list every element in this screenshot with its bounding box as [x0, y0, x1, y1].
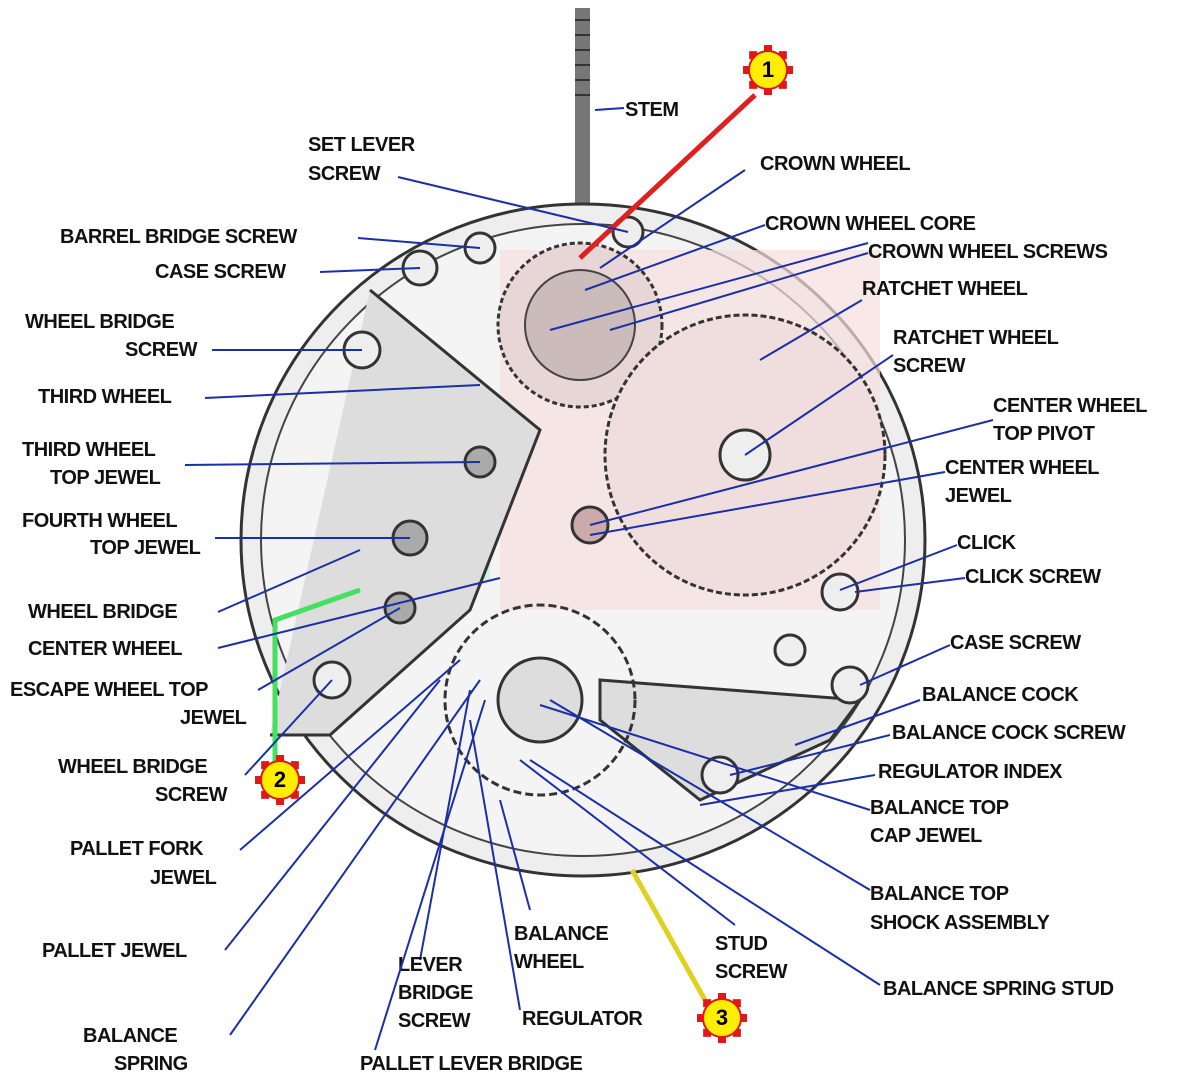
- part-label: THIRD WHEEL: [38, 386, 172, 408]
- part-label: RATCHET WHEEL: [893, 327, 1059, 349]
- part-label: PALLET LEVER BRIDGE: [360, 1053, 583, 1074]
- part-label: BALANCE COCK: [922, 684, 1079, 706]
- marker-label: 3: [716, 1005, 728, 1030]
- stem: [575, 8, 590, 208]
- part-label: SCREW: [893, 355, 966, 377]
- part-label: SHOCK ASSEMBLY: [870, 912, 1050, 934]
- part-label: JEWEL: [150, 867, 217, 889]
- part-label: JEWEL: [945, 485, 1012, 507]
- part-label: RATCHET WHEEL: [862, 278, 1028, 300]
- part-label: CENTER WHEEL: [945, 457, 1099, 479]
- part-label: JEWEL: [180, 707, 247, 729]
- part-label: BALANCE TOP: [870, 883, 1009, 905]
- part-label: ESCAPE WHEEL TOP: [10, 679, 208, 701]
- part-label: BALANCE COCK SCREW: [892, 722, 1126, 744]
- watch-diagram: STEM SET LEVER SCREW CROWN WHEEL BARREL BRID…: [0, 0, 1193, 1074]
- part-label: WHEEL BRIDGE: [25, 311, 174, 333]
- part-label: REGULATOR: [522, 1008, 643, 1030]
- part-label: STEM: [625, 99, 679, 121]
- part-label: SCREW: [125, 339, 198, 361]
- part-label: SCREW: [715, 961, 788, 983]
- balance: [498, 658, 582, 742]
- leader-line: [595, 108, 624, 110]
- part-label: BALANCE SPRING STUD: [883, 978, 1114, 1000]
- part-label: CASE SCREW: [950, 632, 1081, 654]
- part-label: TOP JEWEL: [90, 537, 201, 559]
- part-label: BRIDGE: [398, 982, 473, 1004]
- part-label: SCREW: [398, 1010, 471, 1032]
- part-label: CROWN WHEEL SCREWS: [868, 241, 1108, 263]
- part-label: CROWN WHEEL CORE: [765, 213, 976, 235]
- part-label: CROWN WHEEL: [760, 153, 910, 175]
- marker-label: 2: [274, 767, 286, 792]
- part-label: CENTER WHEEL: [993, 395, 1147, 417]
- part-label: SCREW: [155, 784, 228, 806]
- part-label: REGULATOR INDEX: [878, 761, 1063, 783]
- part-label: BALANCE: [83, 1025, 177, 1047]
- part-label: WHEEL BRIDGE: [58, 756, 207, 778]
- part-label: BARREL BRIDGE SCREW: [60, 226, 297, 248]
- part-label: CASE SCREW: [155, 261, 286, 283]
- part-label: BALANCE: [514, 923, 608, 945]
- marker-label: 1: [762, 57, 774, 82]
- crown-wheel-core: [525, 270, 635, 380]
- part-label: CAP JEWEL: [870, 825, 982, 847]
- part-label: FOURTH WHEEL: [22, 510, 177, 532]
- screw: [775, 635, 805, 665]
- part-label: TOP PIVOT: [993, 423, 1095, 445]
- screw: [832, 667, 868, 703]
- part-label: WHEEL BRIDGE: [28, 601, 177, 623]
- part-label: CLICK SCREW: [965, 566, 1101, 588]
- part-label: LEVER: [398, 954, 463, 976]
- part-label: STUD: [715, 933, 768, 955]
- part-label: SET LEVER: [308, 134, 416, 156]
- part-label: THIRD WHEEL: [22, 439, 156, 461]
- part-label: PALLET JEWEL: [42, 940, 187, 962]
- part-label: BALANCE TOP: [870, 797, 1009, 819]
- arrow-3: [632, 870, 705, 1000]
- part-label: SPRING: [114, 1053, 188, 1074]
- part-label: PALLET FORK: [70, 838, 204, 860]
- part-label: WHEEL: [514, 951, 584, 973]
- part-label: SCREW: [308, 163, 381, 185]
- part-label: CLICK: [957, 532, 1017, 554]
- screw: [822, 574, 858, 610]
- part-label: CENTER WHEEL: [28, 638, 182, 660]
- part-label: TOP JEWEL: [50, 467, 161, 489]
